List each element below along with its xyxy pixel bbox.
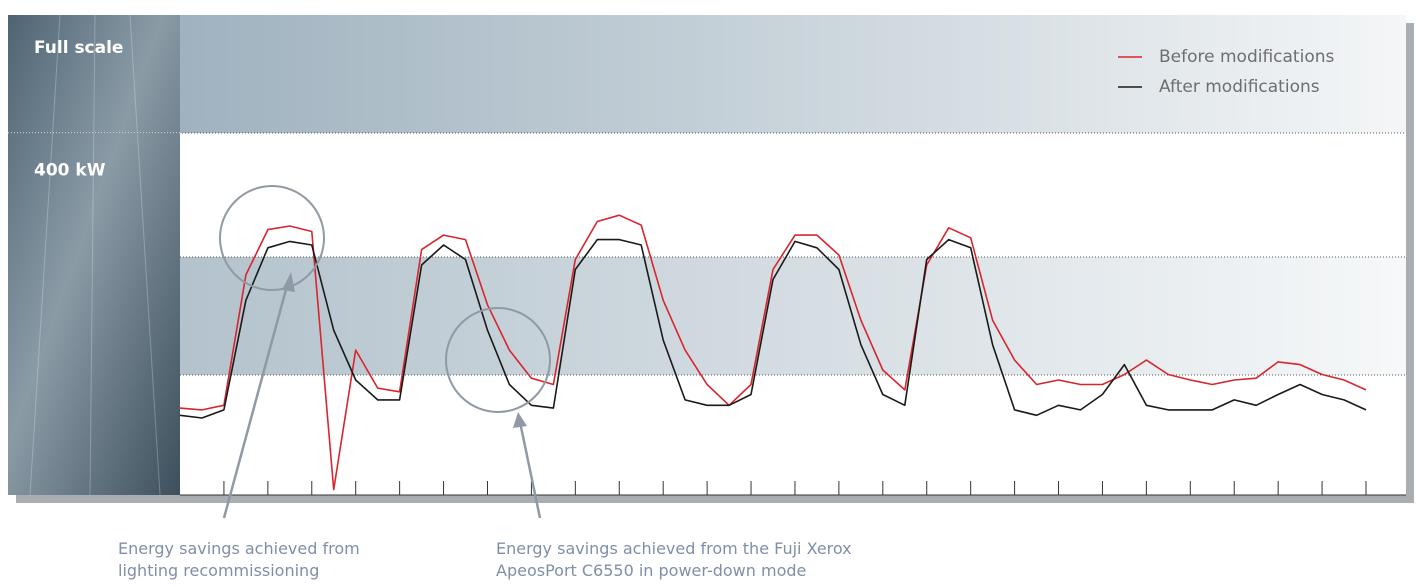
mid-band (180, 257, 1406, 375)
data-line (179, 238, 1367, 419)
band-lines (8, 132, 1406, 376)
panel-texture (29, 14, 161, 496)
highlight-circles (219, 185, 551, 413)
band-label: Full scale (34, 38, 123, 58)
arrows (222, 272, 542, 519)
top-band (180, 15, 1406, 133)
legend-label: Before modifications (1159, 47, 1334, 67)
annotation: Energy savings achieved from the Fuji Xe… (496, 539, 852, 580)
data-line (179, 214, 1367, 491)
side-panel (8, 15, 180, 495)
y-tick-label: 400 kW (34, 161, 106, 181)
legend-label: After modifications (1159, 77, 1320, 97)
annotation: Energy savings achieved from lighting re… (118, 539, 360, 580)
